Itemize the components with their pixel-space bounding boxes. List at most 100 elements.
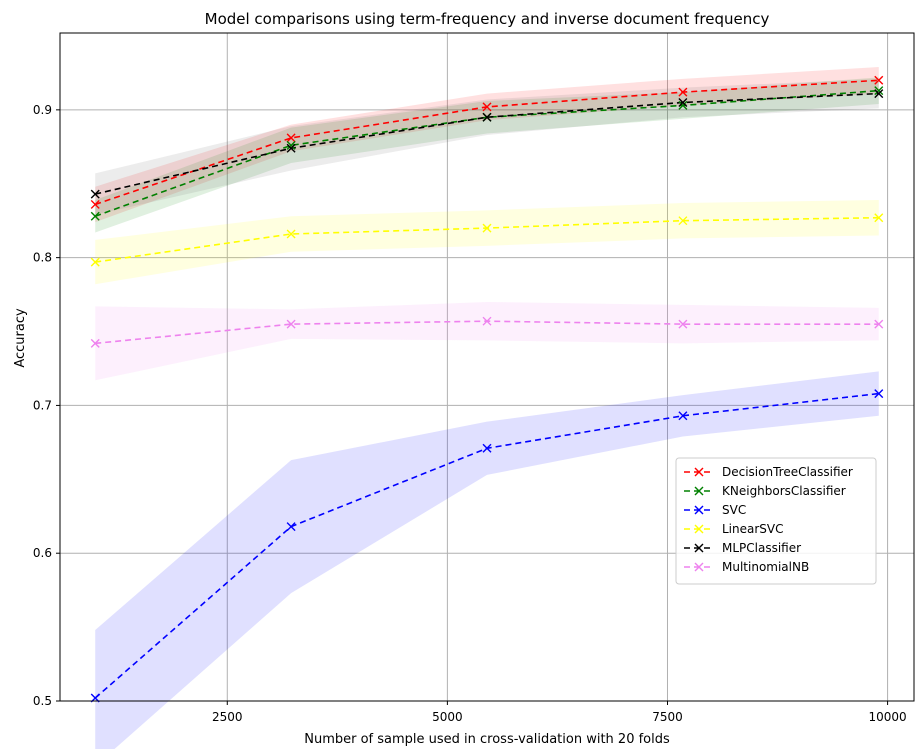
decisiontreeclassifier-point [874,75,884,85]
marker-stroke [874,89,884,99]
marker-stroke [90,257,100,267]
legend-marker [694,562,704,572]
y-axis-label: Accuracy [13,308,28,368]
marker-stroke [286,522,296,532]
kneighborsclassifier-point [90,211,100,221]
mlpclassifier-band [95,78,879,215]
y-tick-label: 0.8 [33,251,52,265]
decisiontreeclassifier-point [678,87,688,97]
legend-item-mlpclassifier: MLPClassifier [684,541,801,555]
legend-label: SVC [722,503,746,517]
legend-marker [694,505,704,515]
marker-stroke [90,189,100,199]
marker-stroke [286,229,296,239]
svc-point [286,522,296,532]
marker-stroke [678,319,688,329]
legend-box [675,457,877,585]
mlpclassifier-line [95,92,879,195]
legend-marker [694,524,704,534]
linearsvc-point [286,229,296,239]
mlpclassifier-point [482,112,492,122]
legend-marker [694,467,704,477]
linearsvc-band [95,200,879,285]
svc-point [482,443,492,453]
legend-label: MultinomialNB [722,560,809,574]
marker-stroke [678,100,688,110]
legend-item-multinomialnb: MultinomialNB [684,560,809,574]
marker-stroke [286,143,296,153]
legend-label: KNeighborsClassifier [722,484,846,498]
marker-stroke [90,338,100,348]
multinomialnb-point [90,338,100,348]
x-axis-label: Number of sample used in cross-validatio… [304,732,670,747]
legend-item-linearsvc: LinearSVC [684,522,784,536]
multinomialnb-point [874,319,884,329]
svc-point [678,411,688,421]
y-tick-label: 0.9 [33,103,52,117]
mlpclassifier-point [678,97,688,107]
multinomialnb-band [95,301,879,381]
marker-stroke [482,112,492,122]
x-tick-label: 5000 [432,710,463,724]
y-tick-label: 0.5 [33,694,52,708]
marker-stroke [286,133,296,143]
legend-marker [694,543,704,553]
multinomialnb-point [482,316,492,326]
linearsvc-point [482,223,492,233]
chart-title: Model comparisons using term-frequency a… [205,10,770,28]
decisiontreeclassifier-point [286,133,296,143]
svc-band [95,371,879,753]
marker-stroke [678,87,688,97]
mlpclassifier-point [286,143,296,153]
x-tick-label: 2500 [212,710,243,724]
marker-stroke [874,389,884,399]
marker-stroke [482,223,492,233]
marker-stroke [874,75,884,85]
series-markers [90,75,884,703]
legend-item-decisiontreeclassifier: DecisionTreeClassifier [684,465,853,479]
x-tick-label: 10000 [868,710,906,724]
legend-marker [694,486,704,496]
x-tick-label: 7500 [652,710,683,724]
decisiontreeclassifier-band [95,66,879,223]
legend-item-kneighborsclassifier: KNeighborsClassifier [684,484,846,498]
legend-label: MLPClassifier [722,541,801,555]
linearsvc-point [678,216,688,226]
decisiontreeclassifier-point [482,102,492,112]
marker-stroke [874,319,884,329]
svc-point [874,389,884,399]
marker-stroke [874,86,884,96]
linearsvc-point [874,213,884,223]
marker-stroke [678,97,688,107]
multinomialnb-point [286,319,296,329]
kneighborsclassifier-point [286,140,296,150]
kneighborsclassifier-point [678,100,688,110]
marker-stroke [678,216,688,226]
legend: DecisionTreeClassifier KNeighborsClassifi… [675,457,877,585]
axis-ticks: 2500 5000 7500 10000 0.5 0.6 0.7 0.8 0.9 [33,103,907,724]
marker-stroke [482,316,492,326]
legend-item-svc: SVC [684,503,746,517]
marker-stroke [874,213,884,223]
kneighborsclassifier-point [874,86,884,96]
mlpclassifier-point [874,89,884,99]
y-tick-label: 0.6 [33,546,52,560]
marker-stroke [286,140,296,150]
marker-stroke [482,102,492,112]
mlpclassifier-point [90,189,100,199]
marker-stroke [678,411,688,421]
linearsvc-point [90,257,100,267]
marker-stroke [90,199,100,209]
legend-label: DecisionTreeClassifier [722,465,853,479]
multinomialnb-point [678,319,688,329]
marker-stroke [482,443,492,453]
marker-stroke [90,211,100,221]
kneighborsclassifier-band [95,77,879,233]
marker-stroke [286,319,296,329]
confidence-bands [95,66,879,753]
y-tick-label: 0.7 [33,398,52,412]
decisiontreeclassifier-point [90,199,100,209]
plot-frame [59,32,915,702]
